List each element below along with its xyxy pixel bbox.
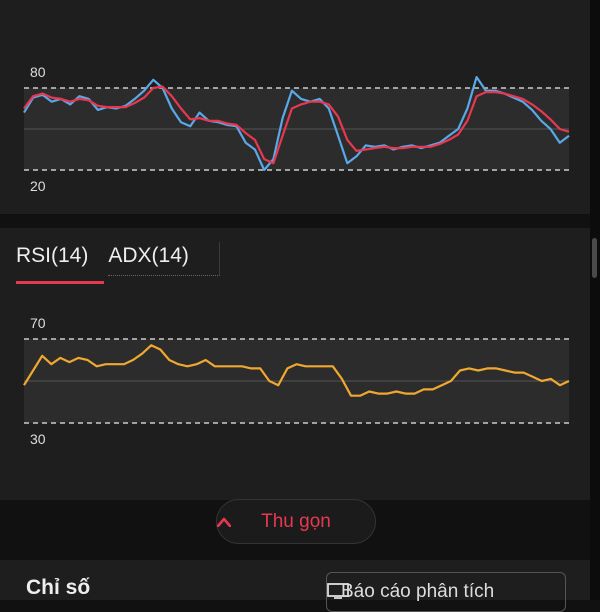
rsi-upper-label: 70 bbox=[30, 315, 46, 331]
tab-rsi[interactable]: RSI(14) bbox=[16, 242, 105, 284]
scrollbar-thumb[interactable] bbox=[592, 238, 597, 278]
rsi-lower-label: 30 bbox=[30, 431, 46, 447]
indicators-section: Chỉ số Báo cáo phân tích bbox=[0, 560, 590, 612]
collapse-button-label: Thu gọn bbox=[261, 510, 331, 532]
section-title: Chỉ số bbox=[26, 576, 91, 599]
analysis-report-label: Báo cáo phân tích bbox=[341, 581, 495, 602]
chevron-up-icon bbox=[217, 517, 231, 527]
collapse-button[interactable]: Thu gọn bbox=[216, 499, 376, 544]
analysis-report-button[interactable]: Báo cáo phân tích bbox=[326, 572, 566, 612]
right-edge-bar bbox=[590, 0, 600, 600]
stochastic-chart: 80 20 bbox=[23, 64, 570, 194]
rsi-line bbox=[23, 344, 570, 397]
rsi-chart-panel: RSI(14) ADX(14) 70 30 bbox=[0, 228, 590, 500]
stochastic-k-line bbox=[23, 75, 570, 172]
stochastic-upper-label: 80 bbox=[30, 64, 46, 80]
stochastic-chart-panel: 80 20 bbox=[0, 0, 590, 214]
tab-adx[interactable]: ADX(14) bbox=[108, 242, 220, 276]
monitor-icon bbox=[327, 583, 349, 599]
indicator-tabs: RSI(14) ADX(14) bbox=[16, 242, 228, 284]
stochastic-d-line bbox=[23, 85, 570, 165]
stochastic-lower-label: 20 bbox=[30, 178, 46, 194]
rsi-chart: 70 30 bbox=[23, 315, 570, 447]
